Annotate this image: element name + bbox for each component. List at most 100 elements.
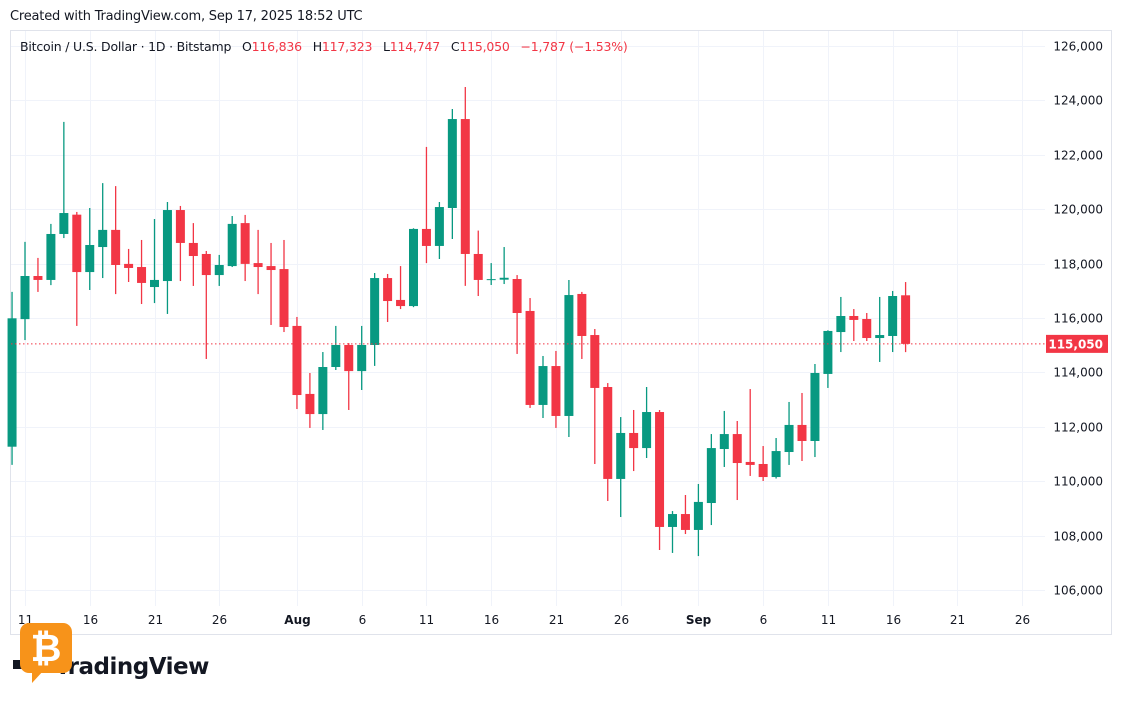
- candle: [590, 329, 600, 464]
- candle-body: [745, 461, 755, 465]
- candle: [642, 386, 652, 458]
- candle: [888, 290, 898, 353]
- candle: [577, 291, 587, 359]
- candle: [810, 364, 820, 458]
- candle: [175, 205, 185, 282]
- candle: [655, 409, 665, 550]
- candle-body: [603, 386, 613, 479]
- candle: [525, 298, 535, 408]
- x-tick-label: 6: [359, 613, 367, 627]
- candle-body: [214, 264, 224, 276]
- y-tick-label: 122,000: [1053, 149, 1103, 163]
- candle-body: [201, 253, 211, 276]
- candle: [305, 372, 315, 428]
- candle-body: [396, 299, 406, 307]
- candle: [486, 263, 496, 285]
- candle-body: [797, 424, 807, 441]
- change-value: −1,787 (−1.53%): [520, 39, 628, 54]
- candle-body: [279, 269, 289, 328]
- candle: [150, 219, 159, 304]
- candle: [538, 355, 548, 419]
- candle-body: [486, 279, 496, 281]
- y-tick-label: 126,000: [1053, 40, 1103, 54]
- close-label: C: [450, 39, 460, 54]
- y-tick-label: 124,000: [1053, 94, 1103, 108]
- candle-body: [331, 344, 341, 368]
- x-tick-label: Aug: [284, 613, 310, 627]
- candle: [680, 494, 690, 535]
- candle: [111, 186, 121, 295]
- y-tick-label: 110,000: [1053, 475, 1103, 489]
- candle-body: [46, 233, 56, 280]
- candle: [279, 239, 289, 333]
- symbol-title[interactable]: Bitcoin / U.S. Dollar · 1D · Bitstamp: [20, 39, 232, 54]
- candle: [668, 511, 677, 553]
- high-value: 117,323: [321, 39, 373, 54]
- candle-body: [836, 315, 846, 333]
- candle-body: [823, 330, 833, 374]
- candle-body: [564, 295, 574, 416]
- candle: [616, 417, 626, 518]
- candle-body: [253, 263, 263, 268]
- candle: [823, 330, 833, 388]
- candle-body: [771, 451, 781, 478]
- candle: [499, 247, 509, 285]
- symbol-legend: Bitcoin / U.S. Dollar · 1D · Bitstamp O1…: [20, 39, 628, 54]
- tradingview-logo[interactable]: TradingView: [55, 654, 209, 680]
- grid: [11, 31, 1045, 606]
- candle-body: [460, 119, 470, 254]
- candle: [434, 202, 444, 260]
- candle: [357, 325, 367, 390]
- high-label: H: [312, 39, 322, 54]
- candle: [706, 434, 716, 526]
- candle: [162, 202, 172, 314]
- last-price-label: 115,050: [1048, 337, 1103, 351]
- y-tick-label: 118,000: [1053, 258, 1103, 272]
- low-value: 114,747: [389, 39, 441, 54]
- candle-body: [409, 228, 418, 307]
- candle: [331, 325, 341, 370]
- candle: [784, 401, 794, 465]
- candle: [797, 392, 807, 461]
- candle: [771, 438, 781, 479]
- candle-body: [150, 279, 159, 288]
- candle-body: [292, 325, 302, 396]
- candle: [629, 409, 639, 472]
- candle-body: [551, 366, 561, 416]
- candle-body: [357, 344, 367, 372]
- candle-body: [875, 335, 885, 339]
- candle-body: [20, 276, 30, 320]
- candle-body: [447, 119, 457, 208]
- candle: [396, 266, 406, 310]
- candle-body: [758, 463, 768, 478]
- x-tick-label: 26: [1015, 613, 1030, 627]
- candle-body: [175, 210, 185, 243]
- x-tick-label: Sep: [686, 613, 712, 627]
- last-price-badge: [1046, 334, 1108, 353]
- candle: [188, 223, 198, 286]
- candle: [732, 421, 742, 501]
- candle-body: [499, 277, 509, 280]
- candle-body: [59, 213, 69, 234]
- candle-body: [33, 276, 43, 280]
- candle-body: [124, 263, 134, 268]
- created-with-credit: Created with TradingView.com, Sep 17, 20…: [10, 9, 363, 24]
- x-tick-label: 21: [148, 613, 163, 627]
- candle-body: [85, 244, 95, 273]
- candle-body: [706, 448, 716, 504]
- x-tick-label: 26: [614, 613, 629, 627]
- x-tick-label: 11: [419, 613, 434, 627]
- candle: [201, 250, 211, 359]
- y-tick-label: 106,000: [1053, 584, 1103, 598]
- candle-body: [98, 229, 108, 248]
- candle: [46, 223, 56, 286]
- candle: [409, 228, 418, 308]
- candle: [98, 183, 108, 279]
- candle: [318, 352, 328, 430]
- x-tick-label: 16: [886, 613, 901, 627]
- candle-body: [305, 393, 315, 415]
- candle-body: [434, 207, 444, 246]
- candle-body: [473, 253, 483, 280]
- x-tick-label: 16: [83, 613, 98, 627]
